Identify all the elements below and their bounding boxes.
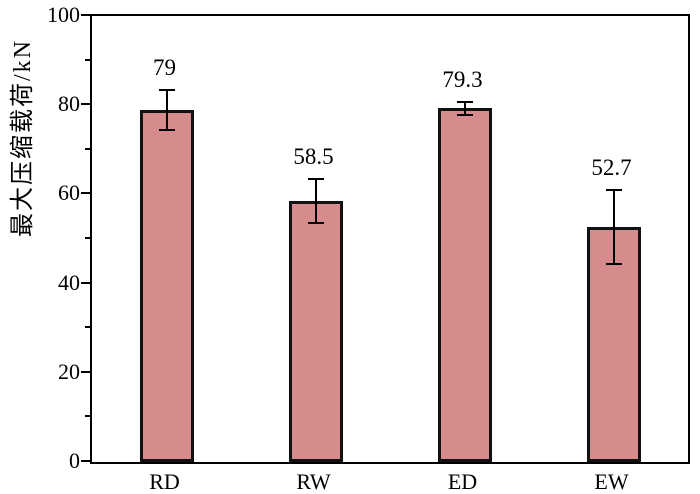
error-bar-cap-ED — [456, 114, 473, 116]
error-bar-EW — [612, 190, 615, 264]
error-bar-cap-RD — [158, 128, 175, 131]
y-tick-mark — [81, 281, 90, 284]
error-bar-cap-RW — [307, 222, 324, 225]
error-bar-cap-RD — [158, 88, 175, 91]
y-minor-tick-mark — [85, 147, 90, 150]
bar-value-label-RD: 79 — [153, 54, 176, 80]
y-tick-mark — [81, 103, 90, 106]
y-tick-mark — [81, 192, 90, 195]
y-tick-mark — [81, 370, 90, 373]
error-bar-ED — [463, 101, 466, 115]
error-bar-cap-RW — [307, 177, 324, 180]
error-bar-RW — [314, 178, 317, 224]
error-bar-cap-ED — [456, 100, 473, 103]
bar-value-label-EW: 52.7 — [591, 155, 632, 181]
bar-EW — [586, 226, 641, 462]
y-tick-mark — [81, 460, 90, 462]
bar-value-label-RW: 58.5 — [293, 143, 334, 169]
y-minor-tick-mark — [85, 326, 90, 329]
bar-RD — [139, 109, 194, 462]
y-minor-tick-mark — [85, 58, 90, 61]
y-tick-label: 0 — [69, 448, 80, 473]
bar-value-label-ED: 79.3 — [442, 66, 483, 92]
x-tick-label-RD: RD — [149, 469, 180, 494]
bar-ED — [437, 108, 492, 462]
x-tick-label-ED: ED — [447, 469, 478, 494]
x-tick-label-EW: EW — [594, 469, 629, 494]
y-minor-tick-mark — [85, 237, 90, 239]
y-tick-mark — [81, 14, 90, 16]
y-tick-label: 40 — [58, 269, 80, 295]
error-bar-cap-EW — [605, 189, 622, 192]
y-tick-label: 60 — [58, 180, 80, 206]
error-bar-cap-EW — [605, 262, 622, 265]
error-bar-RD — [165, 89, 168, 130]
y-minor-tick-mark — [85, 415, 90, 418]
y-tick-label: 20 — [58, 358, 80, 384]
plot-area — [90, 14, 690, 464]
x-tick-label-RW: RW — [296, 469, 331, 494]
bar-RW — [288, 201, 343, 462]
y-tick-label: 80 — [58, 91, 80, 117]
y-tick-label: 100 — [47, 2, 80, 27]
